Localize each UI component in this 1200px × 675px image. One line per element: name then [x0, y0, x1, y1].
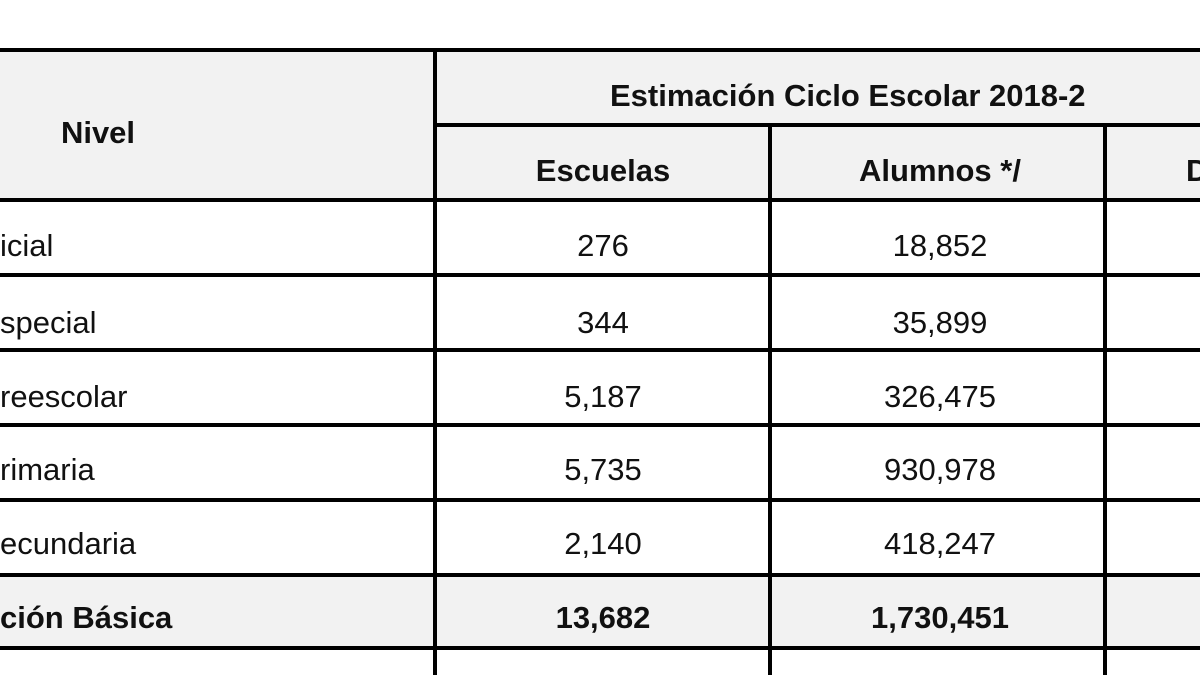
cell: 5,735: [564, 452, 642, 487]
total-bg: [0, 575, 1200, 648]
cell: 326,475: [884, 379, 996, 414]
cell: 13,682: [556, 600, 651, 635]
cell: 35,899: [893, 305, 988, 340]
header-group: Estimación Ciclo Escolar 2018-2: [610, 78, 1086, 113]
row-label: reescolar: [0, 379, 128, 414]
cell: 2,140: [564, 526, 642, 561]
row-label: ecundaria: [0, 526, 137, 561]
header-col: Alumnos */: [859, 153, 1021, 188]
cell: 5,187: [564, 379, 642, 414]
header-nivel: Nivel: [61, 115, 135, 150]
row-label: special: [0, 305, 97, 340]
borders: [0, 48, 1200, 675]
header-col: D: [1186, 153, 1200, 188]
row-label: rimaria: [0, 452, 95, 487]
row-label: ción Básica: [0, 600, 173, 635]
cell: 276: [577, 228, 629, 263]
cell: 1,730,451: [871, 600, 1009, 635]
cell: 18,852: [893, 228, 988, 263]
cell: 418,247: [884, 526, 996, 561]
header-col: Escuelas: [536, 153, 670, 188]
row-label: icial: [0, 228, 53, 263]
cell: 930,978: [884, 452, 996, 487]
cell: 344: [577, 305, 629, 340]
